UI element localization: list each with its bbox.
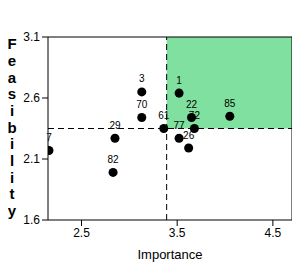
svg-text:70: 70 (136, 99, 148, 110)
svg-text:F: F (8, 35, 17, 52)
svg-text:i: i (10, 169, 14, 186)
svg-text:85: 85 (224, 98, 236, 109)
svg-text:l: l (10, 152, 14, 169)
svg-text:72: 72 (189, 110, 201, 121)
svg-text:b: b (8, 119, 17, 136)
svg-text:2.5: 2.5 (73, 226, 90, 240)
svg-text:82: 82 (108, 154, 120, 165)
svg-text:3.5: 3.5 (169, 226, 186, 240)
svg-text:77: 77 (173, 119, 185, 131)
svg-text:2.6: 2.6 (23, 91, 40, 105)
svg-text:Importance: Importance (137, 247, 202, 262)
svg-text:1: 1 (176, 75, 182, 86)
svg-text:i: i (10, 102, 14, 119)
svg-text:i: i (10, 135, 14, 152)
svg-text:1.6: 1.6 (23, 213, 40, 227)
svg-text:3.1: 3.1 (23, 30, 40, 44)
svg-text:e: e (8, 52, 16, 69)
svg-text:29: 29 (109, 120, 121, 131)
svg-text:4.5: 4.5 (265, 226, 282, 240)
svg-text:3: 3 (139, 73, 145, 84)
svg-text:7: 7 (46, 132, 52, 143)
svg-text:2.1: 2.1 (23, 152, 40, 166)
svg-text:a: a (8, 69, 17, 86)
svg-text:t: t (10, 185, 15, 202)
svg-text:y: y (8, 202, 17, 219)
svg-text:26: 26 (183, 130, 195, 141)
svg-text:61: 61 (158, 110, 170, 121)
svg-text:22: 22 (186, 99, 198, 110)
svg-text:s: s (8, 85, 16, 102)
